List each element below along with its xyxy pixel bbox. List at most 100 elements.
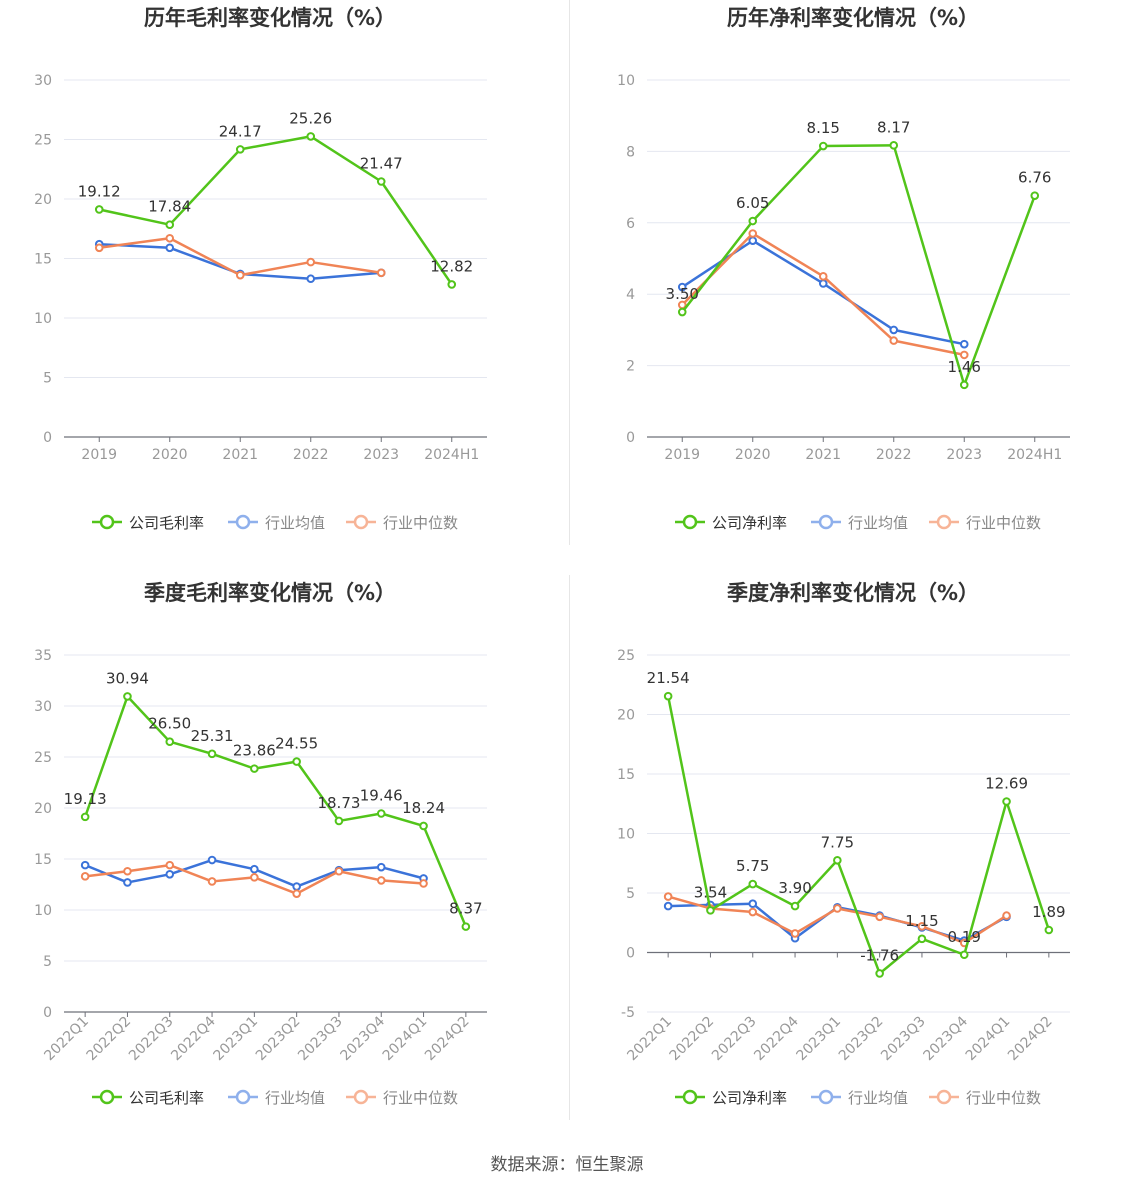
x-tick-label: 2023Q4 — [920, 1013, 971, 1064]
data-point — [306, 132, 316, 141]
legend-marker — [235, 514, 251, 530]
y-tick-label: 25 — [34, 750, 52, 766]
data-label: 1.89 — [1032, 903, 1065, 921]
data-point — [292, 889, 301, 898]
x-tick-label: 2024H1 — [424, 447, 479, 463]
data-point — [875, 969, 884, 978]
x-tick-label: 2024Q1 — [963, 1014, 1014, 1065]
data-label: 6.76 — [1018, 169, 1051, 187]
legend-item: 公司净利率 — [675, 514, 787, 532]
data-point — [1030, 191, 1040, 200]
y-tick-label: 15 — [617, 767, 635, 783]
data-point — [818, 279, 828, 288]
legend-marker — [99, 514, 115, 530]
y-tick-label: 10 — [617, 73, 635, 89]
legend-label: 公司毛利率 — [129, 514, 204, 532]
y-tick-label: 0 — [626, 946, 635, 962]
data-point — [706, 906, 715, 915]
data-point — [94, 243, 104, 253]
x-tick-label: 2023 — [363, 447, 399, 463]
data-label: 24.55 — [275, 735, 318, 753]
legend-marker — [818, 514, 834, 530]
data-label: 18.24 — [402, 799, 445, 817]
annual-gross-margin-chart: 历年毛利率变化情况（%） 0 5 10 15 20 25 30 2019 2020 2021 2022… — [0, 0, 567, 570]
data-point — [419, 821, 428, 831]
legend-marker — [353, 514, 369, 530]
data-point — [292, 882, 301, 891]
data-point — [207, 855, 217, 865]
data-point — [790, 929, 800, 938]
x-tick-label: 2019 — [664, 447, 700, 463]
x-tick-label: 2022Q1 — [41, 1014, 92, 1065]
data-point — [80, 812, 90, 822]
data-label: 5.75 — [736, 857, 769, 875]
data-point — [1002, 797, 1011, 806]
legend-label: 行业中位数 — [966, 1089, 1041, 1107]
data-point — [419, 879, 428, 888]
chart-svg: 历年毛利率变化情况（%） 0 5 10 15 20 25 30 2019 2020 2021 2022… — [34, 6, 487, 532]
legend-marker — [682, 514, 698, 530]
data-point — [790, 901, 800, 911]
legend-item: 行业中位数 — [929, 1089, 1041, 1107]
data-label: 12.82 — [430, 257, 473, 275]
data-point — [663, 892, 673, 901]
data-point — [306, 274, 316, 284]
y-tick-label: 10 — [617, 827, 635, 843]
legend-marker — [99, 1089, 115, 1105]
x-tick-label: 2023Q3 — [295, 1014, 346, 1065]
x-tick-label: 2023Q2 — [253, 1014, 304, 1065]
legend-label: 公司净利率 — [712, 1089, 787, 1107]
data-point — [250, 873, 259, 882]
data-point — [80, 872, 90, 881]
x-tick-label: 2020 — [152, 447, 188, 463]
x-tick-label: 2022Q2 — [667, 1014, 718, 1065]
x-tick-label: 2024Q2 — [1005, 1014, 1056, 1065]
data-label: 21.47 — [360, 155, 403, 173]
data-label: 12.69 — [985, 774, 1028, 792]
y-tick-label: 4 — [626, 287, 635, 303]
data-point — [207, 749, 217, 759]
y-tick-label: 10 — [34, 311, 52, 327]
data-label: 17.84 — [148, 198, 191, 216]
divider-bottom — [569, 575, 570, 1120]
y-tick-label: 20 — [34, 192, 52, 208]
data-label: 0.19 — [948, 928, 981, 946]
x-tick-label: 2019 — [81, 447, 117, 463]
x-tick-label: 2022Q1 — [624, 1014, 675, 1065]
chart-title: 历年毛利率变化情况（%） — [144, 6, 396, 30]
y-tick-label: 15 — [34, 252, 52, 268]
data-point — [748, 229, 758, 238]
data-point — [207, 877, 217, 886]
y-tick-label: 5 — [43, 371, 52, 387]
y-tick-label: 30 — [34, 699, 52, 715]
y-tick-label: 0 — [43, 430, 52, 446]
data-point — [376, 177, 386, 186]
series-line — [666, 695, 1051, 975]
legend-label: 行业中位数 — [383, 514, 458, 532]
data-point — [292, 757, 301, 766]
data-point — [165, 870, 175, 879]
legend-item: 行业中位数 — [346, 1089, 458, 1107]
legend-item: 行业中位数 — [929, 514, 1041, 532]
y-tick-label: 8 — [626, 144, 635, 160]
chart-title: 历年净利率变化情况（%） — [727, 6, 979, 30]
data-point — [250, 764, 259, 773]
data-point — [833, 855, 842, 865]
legend-item: 公司毛利率 — [92, 514, 204, 532]
data-label: 26.50 — [148, 715, 191, 733]
data-label: 21.54 — [647, 669, 690, 687]
data-label: -1.76 — [860, 946, 899, 964]
chart-title: 季度净利率变化情况（%） — [727, 581, 979, 605]
data-point — [959, 950, 969, 960]
legend-label: 行业均值 — [848, 514, 908, 532]
legend-item: 行业均值 — [228, 514, 325, 532]
annual-net-margin-chart: 历年净利率变化情况（%） 0 2 4 6 8 10 2019 2020 2021 2022 2023 2… — [583, 0, 1134, 570]
x-tick-label: 2023Q1 — [211, 1014, 262, 1065]
data-label: 19.12 — [78, 182, 121, 200]
x-tick-label: 2021 — [222, 447, 258, 463]
y-tick-label: 30 — [34, 73, 52, 89]
quarterly-net-margin-chart: 季度净利率变化情况（%） -5 0 5 10 15 20 25 2022Q1 2022Q2 2022… — [583, 575, 1134, 1145]
y-tick-label: 20 — [34, 801, 52, 817]
legend-item: 公司净利率 — [675, 1089, 787, 1107]
data-point — [376, 876, 386, 885]
